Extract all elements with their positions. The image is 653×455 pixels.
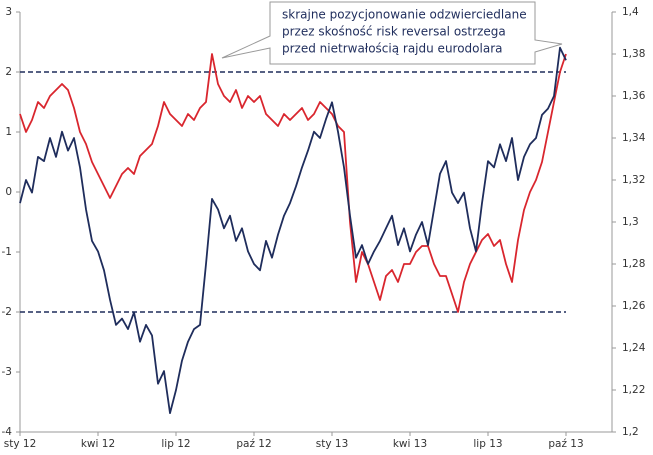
y2-tick-label: 1,36	[622, 90, 646, 102]
y-tick-label: -3	[2, 366, 12, 378]
y-tick-label: 1	[5, 126, 12, 138]
y-tick-label: 0	[5, 186, 12, 198]
x-tick-label: lip 12	[161, 438, 190, 450]
y2-tick-label: 1,32	[622, 174, 645, 186]
x-tick-label: sty 13	[316, 438, 349, 450]
annotation-line: przed nietrwałością rajdu eurodolara	[282, 42, 503, 56]
y-tick-label: 3	[5, 6, 12, 18]
y2-tick-label: 1,38	[622, 48, 645, 60]
y-tick-label: -1	[2, 246, 12, 258]
y-tick-label: -4	[2, 426, 13, 438]
annotation-line: przez skośność risk reversal ostrzega	[282, 25, 506, 39]
y2-tick-label: 1,26	[622, 300, 646, 312]
y-tick-label: 2	[5, 66, 12, 78]
x-tick-label: kwi 13	[393, 438, 427, 450]
series-line	[19, 46, 567, 414]
x-tick-label: paź 12	[236, 438, 271, 450]
y2-tick-label: 1,28	[622, 258, 645, 270]
y2-tick-label: 1,24	[622, 342, 646, 354]
x-tick-label: paź 13	[548, 438, 583, 450]
series-line	[19, 53, 567, 313]
annotation-line: skrajne pozycjonowanie odzwierciedlane	[282, 8, 527, 22]
annotation-box	[221, 1, 563, 65]
y2-tick-label: 1,3	[622, 216, 639, 228]
y2-tick-label: 1,4	[622, 6, 639, 18]
x-tick-label: kwi 12	[81, 438, 115, 450]
y2-tick-label: 1,22	[622, 384, 645, 396]
y2-tick-label: 1,2	[622, 426, 639, 438]
x-tick-label: lip 13	[473, 438, 502, 450]
y-tick-label: -2	[2, 306, 12, 318]
x-tick-label: sty 12	[4, 438, 37, 450]
y2-tick-label: 1,34	[622, 132, 646, 144]
